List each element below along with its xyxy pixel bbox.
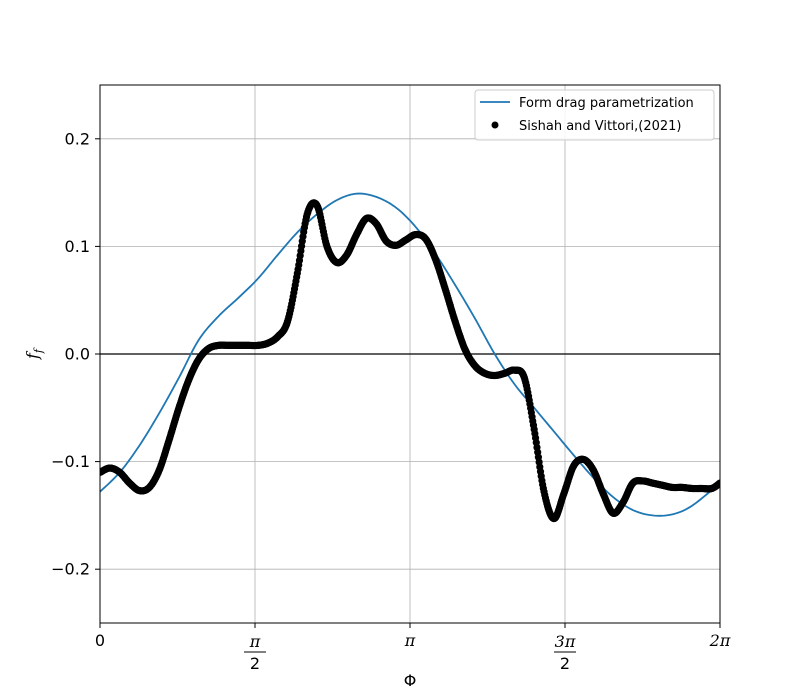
scatter-point [716, 479, 720, 487]
x-tick-label-numerator: π [249, 632, 261, 651]
x-tick-label: 2π [709, 631, 731, 650]
x-tick-label-denominator: 2 [250, 654, 260, 673]
x-tick-label: π [404, 631, 416, 650]
y-tick-label: 0.0 [65, 345, 90, 364]
legend-label-sishah-vittori: Sishah and Vittori,(2021) [519, 119, 682, 134]
x-tick-label-denominator: 2 [560, 654, 570, 673]
legend: Form drag parametrization Sishah and Vit… [474, 89, 715, 141]
y-axis-label: ff [23, 347, 45, 360]
series-line-form-drag [100, 192, 720, 517]
y-axis-label-base: f [23, 350, 42, 360]
x-tick-label: 0 [95, 631, 105, 650]
y-tick-label: −0.1 [51, 452, 90, 471]
legend-box [474, 89, 715, 141]
y-axis-label-subscript: f [32, 347, 45, 354]
legend-label-form-drag: Form drag parametrization [519, 96, 694, 111]
x-tick-label-numerator: 3π [555, 632, 576, 651]
y-tick-label: −0.2 [51, 560, 90, 579]
series-layer [100, 192, 720, 523]
legend-swatch-sishah-vittori [491, 121, 499, 129]
y-tick-label: 0.1 [65, 237, 90, 256]
x-axis-label: Φ [404, 671, 417, 690]
y-tick-label: 0.2 [65, 129, 90, 148]
series-scatter-sishah-vittori [100, 199, 720, 523]
